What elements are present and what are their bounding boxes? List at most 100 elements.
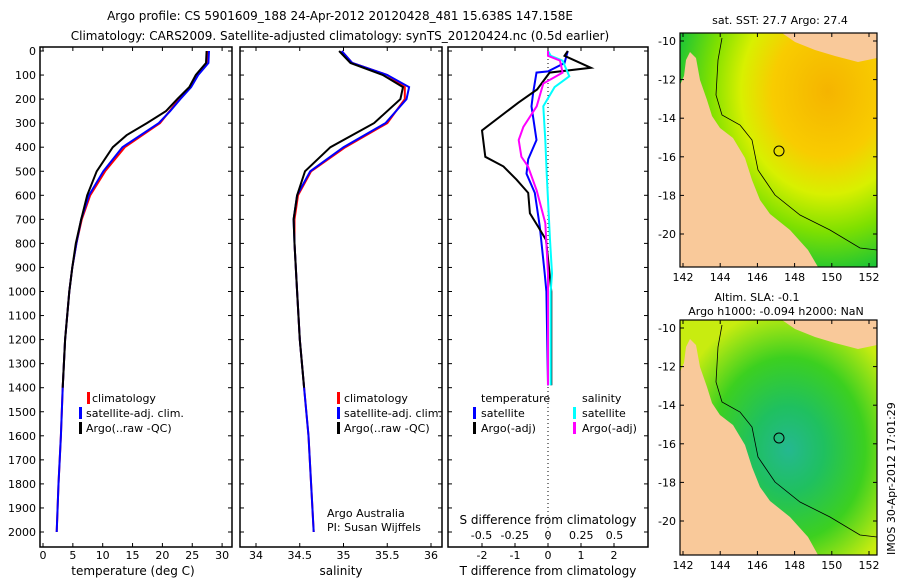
legend-t-argo: Argo(-adj)	[481, 422, 536, 435]
x2-tick-label: 0.5	[606, 529, 624, 542]
legend-swatch-red	[337, 392, 340, 404]
legend-satellite: satellite-adj. clim.	[344, 407, 442, 420]
timestamp-label: IMOS 30-Apr-2012 17:01:29	[885, 402, 898, 555]
difference-legend: temperature salinity satellite Argo(-adj…	[473, 392, 637, 435]
legend-swatch-cyan	[573, 407, 576, 419]
lat-tick-label: -14	[658, 112, 676, 125]
sla-map-title-1: Altim. SLA: -0.1	[714, 291, 799, 304]
legend-swatch-magenta	[573, 422, 576, 434]
temperature-xlabel: temperature (deg C)	[71, 564, 194, 578]
legend-swatch-blue	[473, 407, 476, 419]
series-t-argo-adj-	[480, 50, 595, 386]
y-tick-label: 800	[15, 237, 36, 250]
x-tick-label: 35.5	[375, 549, 400, 562]
sst-map	[679, 32, 878, 268]
lon-tick-label: 142	[673, 559, 694, 572]
y-tick-label: 700	[15, 213, 36, 226]
y-tick-label: 1600	[8, 430, 36, 443]
x-tick-label: -1	[510, 549, 521, 562]
argo-location-marker	[773, 432, 785, 444]
legend-climatology: climatology	[344, 392, 408, 405]
legend-argo: Argo(..raw -QC)	[344, 422, 430, 435]
salinity-plot: 34 34.5 35 35.5 36	[240, 47, 442, 562]
x-tick-label: 0	[40, 549, 47, 562]
lon-tick-label: 152	[859, 559, 880, 572]
salinity-panel	[239, 46, 443, 548]
lon-tick-label: 146	[747, 559, 768, 572]
x-tick-label: 5	[69, 549, 76, 562]
lat-tick-label: -10	[658, 35, 676, 48]
lat-tick-label: -16	[658, 151, 676, 164]
temperature-legend: climatology satellite-adj. clim. Argo(..…	[79, 392, 184, 435]
y-tick-label: 1400	[8, 382, 36, 395]
land-png	[782, 33, 877, 62]
y-tick-label: 0	[29, 45, 36, 58]
y-tick-label: 1800	[8, 478, 36, 491]
legend-header-temperature: temperature	[481, 392, 550, 405]
legend-swatch-black	[79, 422, 82, 434]
lon-tick-label: 150	[821, 271, 842, 284]
sst-map-title: sat. SST: 27.7 Argo: 27.4	[712, 14, 848, 27]
s-diff-xlabel: S difference from climatology	[460, 513, 637, 527]
x-tick-label: 0	[545, 549, 552, 562]
legend-swatch-blue	[79, 407, 82, 419]
series-t-satellite	[525, 50, 569, 386]
lat-tick-label: -20	[658, 228, 676, 241]
series-s-argo-adj-	[517, 51, 564, 386]
y-tick-label: 1200	[8, 334, 36, 347]
title-line-2: Climatology: CARS2009. Satellite-adjuste…	[71, 29, 609, 43]
legend-t-satellite: satellite	[481, 407, 525, 420]
annotation-argo-australia: Argo Australia	[327, 507, 405, 520]
temperature-panel	[39, 46, 233, 548]
x-tick-label: 10	[96, 549, 110, 562]
legend-climatology: climatology	[92, 392, 156, 405]
legend-argo: Argo(..raw -QC)	[86, 422, 172, 435]
land-australia	[680, 339, 818, 555]
x2-tick-label: -0.25	[501, 529, 529, 542]
y-tick-label: 1900	[8, 502, 36, 515]
lon-tick-label: 148	[784, 559, 805, 572]
legend-header-salinity: salinity	[582, 392, 622, 405]
legend-swatch-red	[87, 392, 90, 404]
lat-tick-label: -14	[658, 399, 676, 412]
legend-swatch-black	[473, 422, 476, 434]
x-tick-label: 36	[424, 549, 438, 562]
legend-swatch-blue	[337, 407, 340, 419]
temperature-plot: 0100200300400500600700800900100011001200…	[8, 45, 232, 562]
bathymetry-contour	[715, 324, 878, 538]
x-tick-label: 35	[337, 549, 351, 562]
series-argo-raw-qc-	[292, 50, 405, 388]
lat-tick-label: -10	[658, 322, 676, 335]
lat-tick-label: -20	[658, 515, 676, 528]
lat-tick-label: -18	[658, 476, 676, 489]
series-climatology	[55, 50, 209, 533]
difference-plot: -2 -1 0 1 2 -0.5 -0.25 0 0.25 0.5	[448, 47, 648, 562]
y-tick-label: 1100	[8, 310, 36, 323]
sla-map-title-2: Argo h1000: -0.094 h2000: NaN	[688, 305, 864, 318]
y-tick-label: 1000	[8, 286, 36, 299]
series-satellite-adj-clim-	[55, 50, 210, 533]
salinity-legend: climatology satellite-adj. clim. Argo(..…	[327, 392, 442, 534]
y-tick-label: 100	[15, 69, 36, 82]
x-tick-label: 1	[578, 549, 585, 562]
lat-tick-label: -16	[658, 438, 676, 451]
y-tick-label: 1300	[8, 358, 36, 371]
sla-map-axes: 142 144 146 148 150 152 -10 -12 -14 -16 -18 -20	[658, 320, 880, 572]
legend-swatch-black	[337, 422, 340, 434]
lon-tick-label: 150	[821, 559, 842, 572]
lat-tick-label: -12	[658, 74, 676, 87]
annotation-pi: PI: Susan Wijffels	[327, 521, 421, 534]
sst-map-axes: 142 144 146 148 150 152 -10 -12 -14 -16 -18 -20	[658, 33, 880, 284]
y-tick-label: 600	[15, 189, 36, 202]
y-tick-label: 900	[15, 261, 36, 274]
lon-tick-label: 152	[859, 271, 880, 284]
t-diff-xlabel: T difference from climatology	[459, 564, 637, 578]
series-climatology	[293, 50, 406, 533]
lon-tick-label: 144	[710, 559, 731, 572]
x-tick-label: 30	[215, 549, 229, 562]
x-tick-label: 20	[155, 549, 169, 562]
y-tick-label: 400	[15, 141, 36, 154]
lat-tick-label: -18	[658, 189, 676, 202]
legend-s-satellite: satellite	[582, 407, 626, 420]
